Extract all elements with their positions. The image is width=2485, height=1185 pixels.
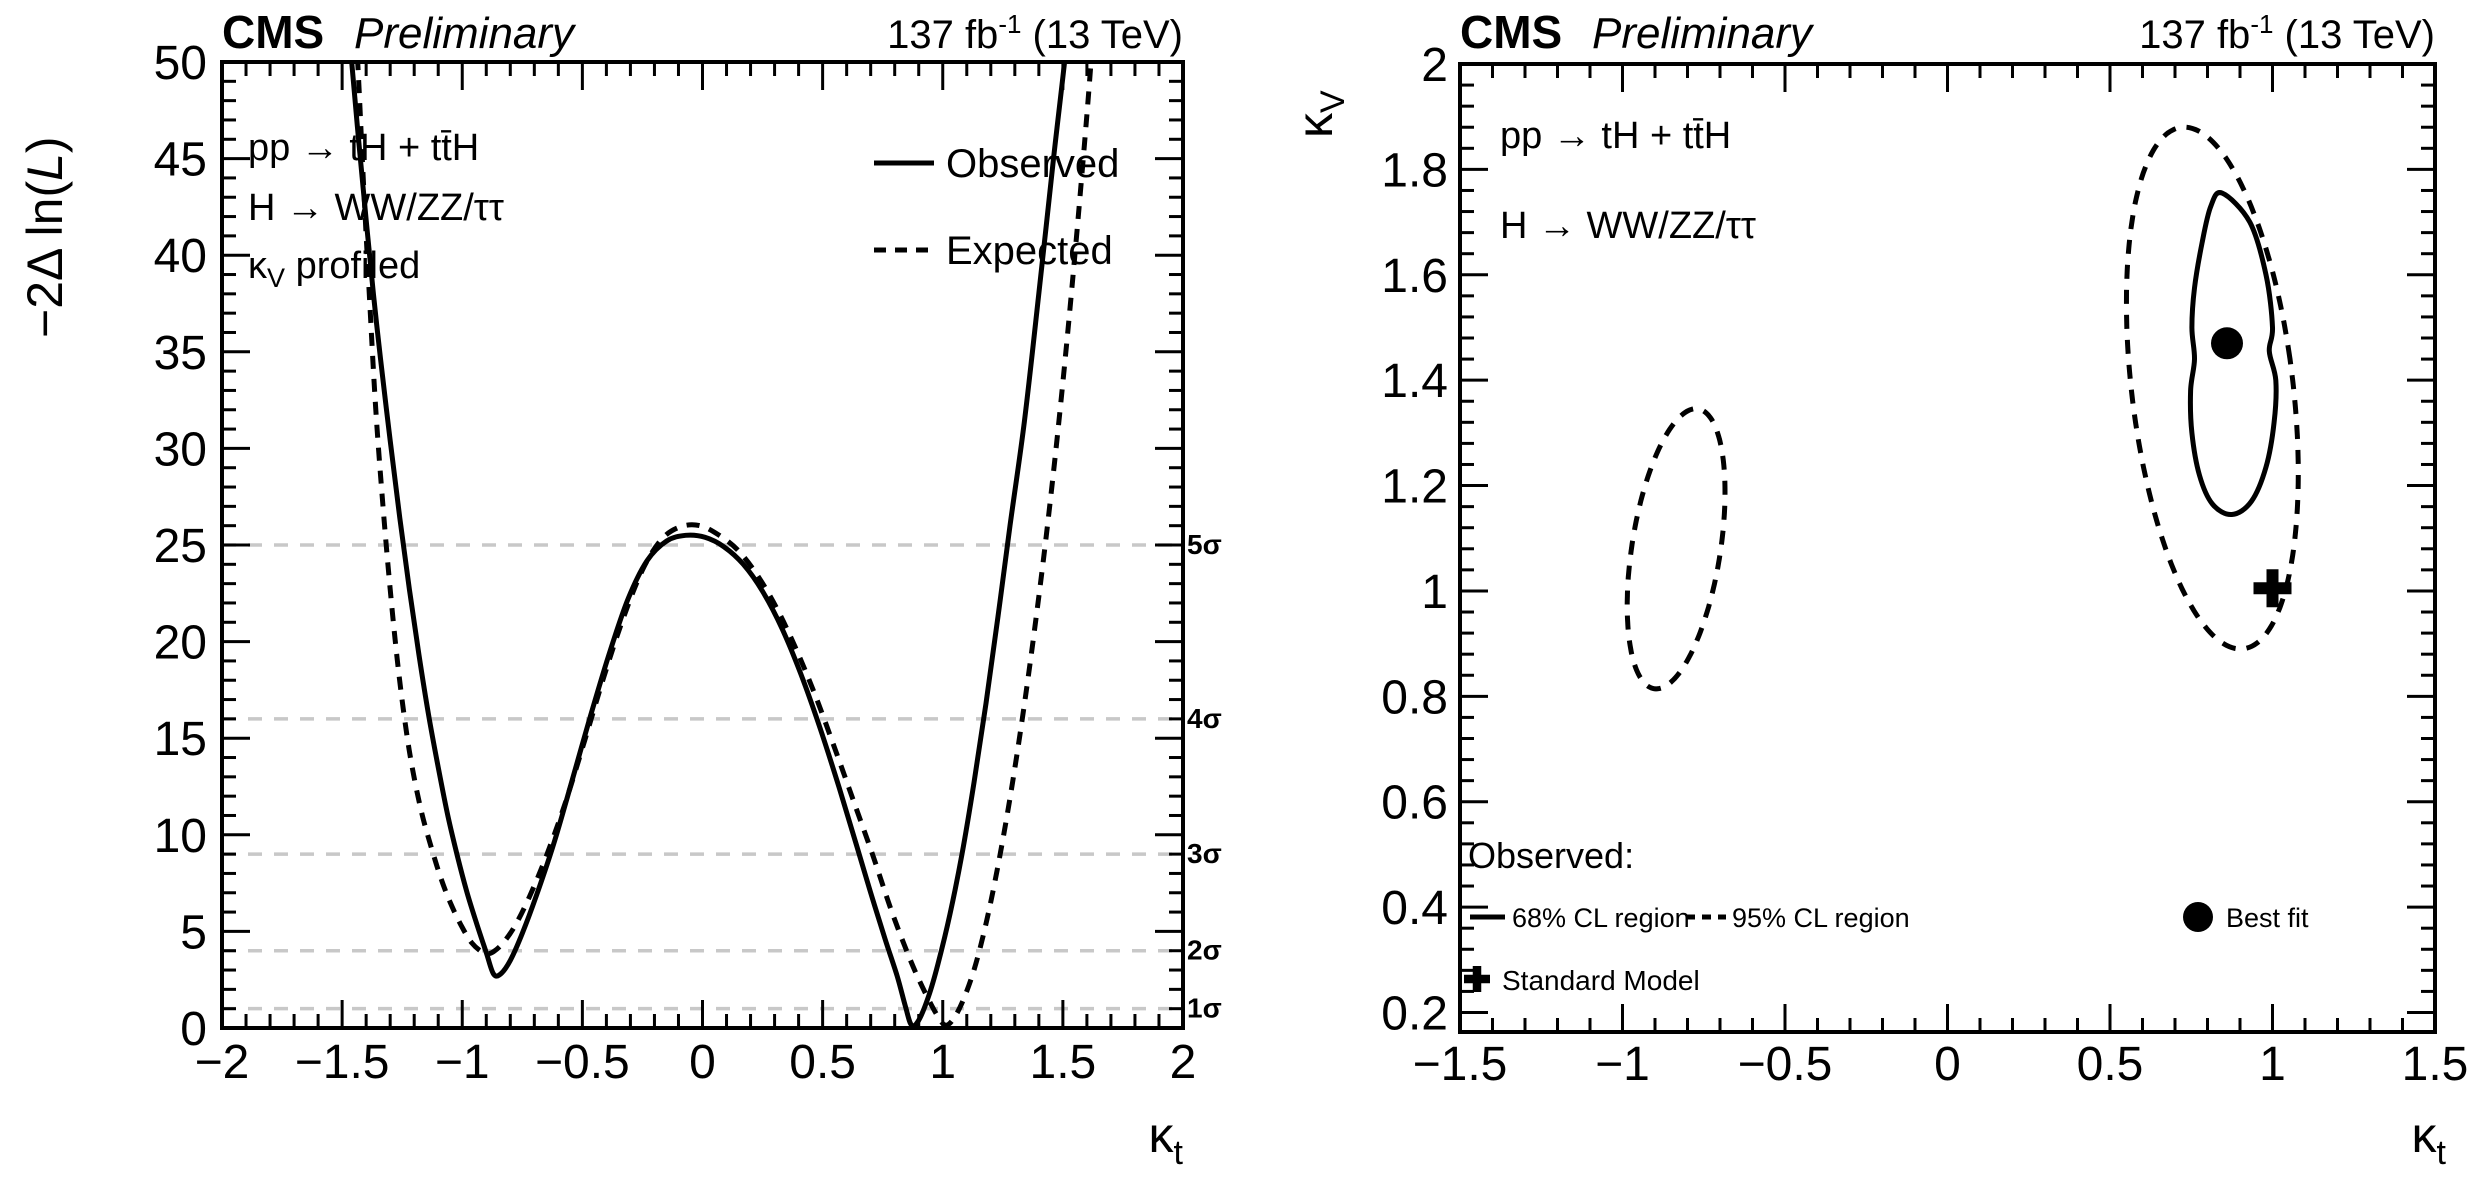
sigma-label-5σ: 5σ <box>1187 529 1222 560</box>
x-tick-label: 1.5 <box>1030 1036 1097 1089</box>
legend-68cl-label: 68% CL region <box>1512 903 1690 933</box>
legend-observed-label: Observed <box>946 142 1119 186</box>
y-tick-label: 1 <box>1421 566 1448 619</box>
right-x-axis-title: κt <box>2412 1107 2447 1172</box>
x-tick-label: −2 <box>195 1036 250 1089</box>
y-tick-label: 1.4 <box>1381 355 1448 408</box>
legend-standard-model-marker <box>1464 966 1490 992</box>
right-legend-heading: Observed: <box>1468 835 1634 876</box>
fit-markers-group <box>2211 327 2292 608</box>
x-tick-label: −0.5 <box>535 1036 630 1089</box>
cl-contours-group <box>1624 124 2301 692</box>
y-tick-label: 10 <box>154 810 207 863</box>
legend-expected-label: Expected <box>946 229 1113 273</box>
right-plot-ticks <box>1458 62 2437 1032</box>
y-tick-label: 0.4 <box>1381 882 1448 935</box>
x-tick-label: 0.5 <box>2077 1038 2144 1091</box>
left-y-axis-title: −2Δ ln(L) <box>17 136 73 338</box>
sigma-label-3σ: 3σ <box>1187 838 1222 869</box>
x-tick-label: 0 <box>1934 1038 1961 1091</box>
y-tick-label: 25 <box>154 520 207 573</box>
sigma-label-2σ: 2σ <box>1187 935 1222 966</box>
sigma-label-1σ: 1σ <box>1187 993 1222 1024</box>
x-tick-label: 1 <box>2259 1038 2286 1091</box>
x-tick-label: 0 <box>689 1036 716 1089</box>
standard-model-marker <box>2253 569 2292 608</box>
y-tick-label: 45 <box>154 134 207 187</box>
legend-best-fit-marker <box>2183 902 2213 932</box>
x-tick-label: −0.5 <box>1738 1038 1833 1091</box>
lumi-label-right: 137 fb-1 (13 TeV) <box>2139 9 2435 57</box>
sigma-lines-group <box>222 543 1183 1011</box>
lumi-label-left: 137 fb-1 (13 TeV) <box>887 9 1183 57</box>
legend-95cl-label: 95% CL region <box>1732 903 1910 933</box>
likelihood-curves-group <box>349 62 1094 1028</box>
left-plot-y-tick-labels: 0 5 10 15 20 25 30 35 40 45 50 <box>154 37 207 1056</box>
sigma-label-4σ: 4σ <box>1187 703 1222 734</box>
left-annotation-process: pp → tH + tt̄H <box>248 127 479 169</box>
right-annotation-decay: H → WW/ZZ/ττ <box>1500 205 1756 247</box>
y-tick-label: 0 <box>180 1003 207 1056</box>
left-plot-ticks <box>220 60 1185 1030</box>
y-tick-label: 2 <box>1421 39 1448 92</box>
y-tick-label: 30 <box>154 423 207 476</box>
y-tick-label: 50 <box>154 37 207 90</box>
y-tick-label: 0.2 <box>1381 988 1448 1041</box>
y-tick-label: 0.8 <box>1381 671 1448 724</box>
legend-standard-model-label: Standard Model <box>1502 965 1700 996</box>
y-tick-label: 20 <box>154 617 207 670</box>
x-tick-label: 1.5 <box>2402 1038 2469 1091</box>
right-plot-x-tick-labels: −1.5 −1 −0.5 0 0.5 1 1.5 <box>1413 1038 2469 1091</box>
observed-curve <box>349 62 1068 1028</box>
contour-95% <box>2123 124 2301 652</box>
cms-label-right: CMS <box>1460 6 1562 58</box>
x-tick-label: −1 <box>435 1036 490 1089</box>
left-x-axis-title: κt <box>1149 1107 1184 1172</box>
left-annotation-decay: H → WW/ZZ/ττ <box>248 187 504 229</box>
y-tick-label: 40 <box>154 230 207 283</box>
y-tick-label: 5 <box>180 906 207 959</box>
contour-95%-left <box>1624 406 1728 692</box>
x-tick-label: 2 <box>1170 1036 1197 1089</box>
x-tick-label: 1 <box>929 1036 956 1089</box>
y-tick-label: 0.6 <box>1381 777 1448 830</box>
right-annotation-process: pp → tH + tt̄H <box>1500 115 1731 157</box>
legend-best-fit-label: Best fit <box>2226 903 2309 933</box>
y-tick-label: 35 <box>154 327 207 380</box>
preliminary-label-right: Preliminary <box>1592 9 1815 58</box>
preliminary-label-left: Preliminary <box>354 9 577 58</box>
right-y-axis-title: κV <box>1287 90 1352 138</box>
x-tick-label: −1.5 <box>1413 1038 1508 1091</box>
y-tick-label: 1.8 <box>1381 144 1448 197</box>
sigma-labels-group: 1σ 2σ 3σ 4σ 5σ <box>1187 529 1222 1024</box>
cms-label-left: CMS <box>222 6 324 58</box>
right-plot-y-tick-labels: 0.2 0.4 0.6 0.8 1 1.2 1.4 1.6 1.8 2 <box>1381 39 1448 1041</box>
x-tick-label: 0.5 <box>789 1036 856 1089</box>
y-tick-label: 1.2 <box>1381 461 1448 514</box>
left-annotation-profiled: κV profiled <box>248 245 420 293</box>
x-tick-label: −1.5 <box>295 1036 390 1089</box>
best-fit-marker <box>2211 327 2243 360</box>
contour-68% <box>2187 190 2279 518</box>
expected-curve <box>355 62 1094 1028</box>
y-tick-label: 1.6 <box>1381 250 1448 303</box>
left-plot-x-tick-labels: −2 −1.5 −1 −0.5 0 0.5 1 1.5 2 <box>195 1036 1197 1089</box>
x-tick-label: −1 <box>1595 1038 1650 1091</box>
y-tick-label: 15 <box>154 713 207 766</box>
